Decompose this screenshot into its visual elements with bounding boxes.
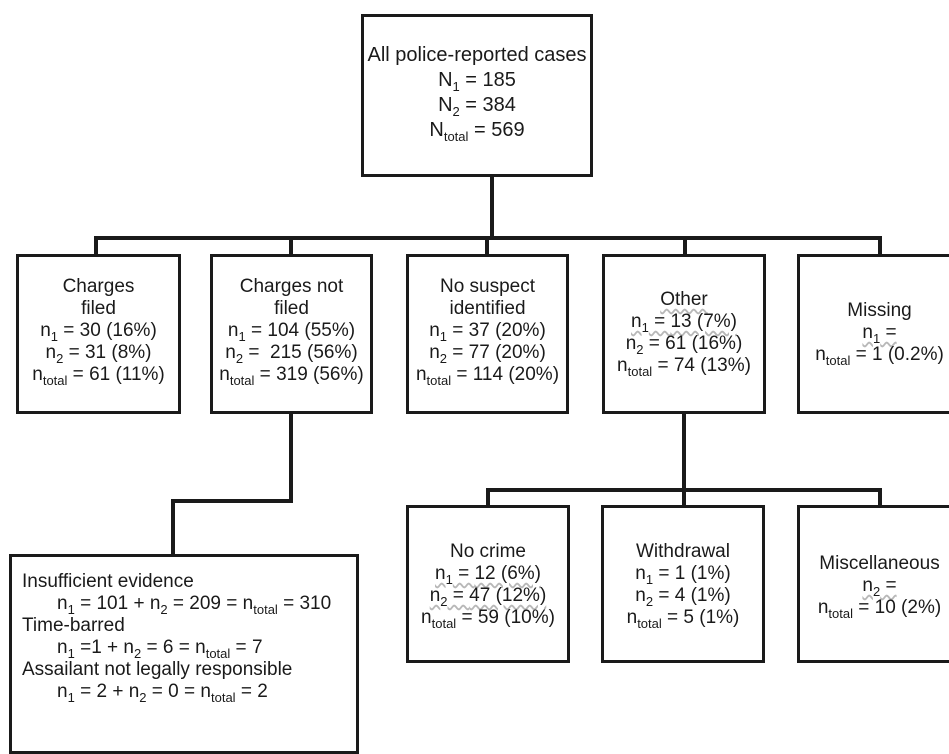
- node-title: identified: [449, 298, 526, 319]
- node-title: No suspect: [439, 276, 536, 297]
- reason-label: Time-barred: [22, 615, 125, 636]
- node-n1: n1 = 13 (7%): [631, 311, 737, 335]
- node-n2: n2 = 47 (12%): [429, 585, 547, 609]
- node-no-suspect-identified: No suspect identified n1 = 37 (20%) n2 =…: [406, 254, 569, 414]
- node-n1: n1 = 1 (1%): [635, 563, 731, 587]
- node-n1: n1 = 30 (16%): [40, 320, 157, 344]
- root-title: All police-reported cases: [367, 44, 587, 66]
- root-n1: N1 = 185: [438, 69, 516, 94]
- node-n1: n1 = 104 (55%): [227, 320, 356, 344]
- node-n2: n2 = 77 (20%): [429, 342, 546, 366]
- drop-miscellaneous: [878, 488, 882, 507]
- node-title: Charges: [62, 276, 135, 297]
- node-n1: n1 = 37 (20%): [429, 320, 546, 344]
- root-ntotal: Ntotal = 569: [429, 119, 525, 144]
- node-title: Miscellaneous: [819, 553, 940, 574]
- node-ntotal: ntotal = 5 (1%): [626, 607, 740, 631]
- node-n2: n2 = 61 (16%): [625, 333, 743, 357]
- node-n1: n1 =: [862, 322, 897, 346]
- node-not-filed-reasons: Insufficient evidence n1 = 101 + n2 = 20…: [9, 554, 359, 754]
- node-n1: n1 = 12 (6%): [435, 563, 541, 587]
- node-charges-not-filed: Charges not filed n1 = 104 (55%) n2 = 21…: [210, 254, 373, 414]
- node-miscellaneous: Miscellaneous n2 = ntotal = 10 (2%): [797, 505, 949, 663]
- node-no-crime: No crime n1 = 12 (6%) n2 = 47 (12%) ntot…: [406, 505, 570, 663]
- drop-charges-filed: [94, 236, 98, 256]
- other-stem: [682, 412, 686, 490]
- node-ntotal: ntotal = 59 (10%): [421, 607, 555, 631]
- drop-other: [683, 236, 687, 256]
- drop-withdrawal: [682, 488, 686, 507]
- node-n2: n2 =: [862, 575, 897, 599]
- node-title: Missing: [847, 300, 912, 321]
- node-title: filed: [81, 298, 116, 319]
- node-title: No crime: [449, 541, 526, 562]
- node-withdrawal: Withdrawal n1 = 1 (1%) n2 = 4 (1%) ntota…: [601, 505, 765, 663]
- node-title: Withdrawal: [636, 541, 730, 562]
- node-ntotal: ntotal = 114 (20%): [415, 364, 560, 388]
- drop-no-crime: [486, 488, 490, 507]
- node-ntotal: ntotal = 61 (11%): [32, 364, 165, 388]
- detail-drop: [171, 499, 175, 556]
- notfiled-stem: [289, 412, 293, 501]
- node-other: Other n1 = 13 (7%) n2 = 61 (16%) ntotal …: [602, 254, 766, 414]
- node-ntotal: ntotal = 319 (56%): [219, 364, 364, 388]
- node-title: filed: [274, 298, 309, 319]
- reason-counts: n1 = 101 + n2 = 209 = ntotal = 310: [57, 593, 332, 617]
- reason-label: Assailant not legally responsible: [22, 659, 293, 680]
- node-ntotal: ntotal = 1 (0.2%): [815, 344, 944, 368]
- node-n2: n2 = 31 (8%): [45, 342, 152, 366]
- root-n2: N2 = 384: [438, 94, 516, 119]
- node-ntotal: ntotal = 74 (13%): [617, 355, 751, 379]
- reason-counts: n1 =1 + n2 = 6 = ntotal = 7: [57, 637, 263, 661]
- reason-label: Insufficient evidence: [22, 571, 194, 592]
- node-n2: n2 = 4 (1%): [635, 585, 731, 609]
- root-node-all-cases: All police-reported cases N1 = 185 N2 = …: [361, 14, 593, 177]
- reason-counts: n1 = 2 + n2 = 0 = ntotal = 2: [57, 681, 268, 705]
- node-charges-filed: Charges filed n1 = 30 (16%) n2 = 31 (8%)…: [16, 254, 181, 414]
- node-title: Charges not: [239, 276, 344, 297]
- drop-no-suspect: [485, 236, 489, 256]
- node-missing: Missing n1 = ntotal = 1 (0.2%): [797, 254, 949, 414]
- notfiled-elbow: [171, 499, 293, 503]
- node-ntotal: ntotal = 10 (2%): [817, 597, 942, 621]
- drop-missing: [878, 236, 882, 256]
- drop-charges-not-filed: [289, 236, 293, 256]
- node-title: Other: [660, 289, 708, 310]
- node-n2: n2 = 215 (56%): [225, 342, 358, 366]
- root-stem: [490, 176, 494, 238]
